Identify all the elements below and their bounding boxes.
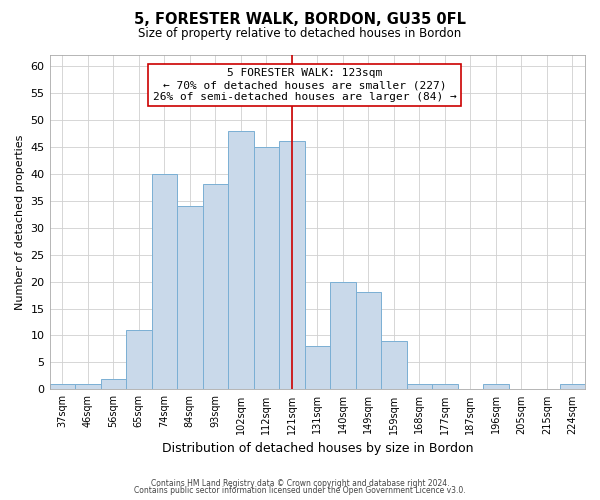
- Bar: [228, 130, 254, 390]
- Text: Contains HM Land Registry data © Crown copyright and database right 2024.: Contains HM Land Registry data © Crown c…: [151, 478, 449, 488]
- Bar: [407, 384, 432, 390]
- Bar: [50, 384, 75, 390]
- Bar: [254, 146, 279, 390]
- Bar: [279, 142, 305, 390]
- Bar: [152, 174, 177, 390]
- Text: 5, FORESTER WALK, BORDON, GU35 0FL: 5, FORESTER WALK, BORDON, GU35 0FL: [134, 12, 466, 28]
- Bar: [126, 330, 152, 390]
- Bar: [356, 292, 381, 390]
- Bar: [330, 282, 356, 390]
- Y-axis label: Number of detached properties: Number of detached properties: [15, 134, 25, 310]
- X-axis label: Distribution of detached houses by size in Bordon: Distribution of detached houses by size …: [161, 442, 473, 455]
- Bar: [483, 384, 509, 390]
- Bar: [432, 384, 458, 390]
- Bar: [560, 384, 585, 390]
- Bar: [305, 346, 330, 390]
- Text: Contains public sector information licensed under the Open Government Licence v3: Contains public sector information licen…: [134, 486, 466, 495]
- Text: Size of property relative to detached houses in Bordon: Size of property relative to detached ho…: [139, 28, 461, 40]
- Bar: [177, 206, 203, 390]
- Bar: [101, 378, 126, 390]
- Bar: [381, 341, 407, 390]
- Bar: [203, 184, 228, 390]
- Text: 5 FORESTER WALK: 123sqm
← 70% of detached houses are smaller (227)
26% of semi-d: 5 FORESTER WALK: 123sqm ← 70% of detache…: [152, 68, 457, 102]
- Bar: [75, 384, 101, 390]
